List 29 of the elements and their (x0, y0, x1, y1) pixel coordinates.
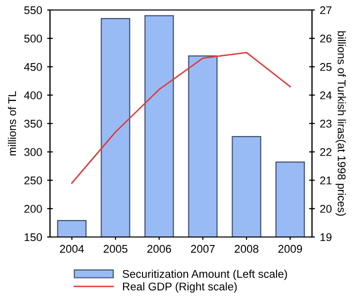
y2-tick-label: 19 (320, 233, 332, 242)
y-tick-label: 250 (24, 176, 42, 184)
y-tick-label: 350 (24, 120, 42, 128)
y-tick-label: 200 (24, 204, 42, 213)
y2-tick-label: 21 (320, 176, 332, 184)
y2-tick-label: 26 (320, 34, 332, 43)
y2-tick-label: 24 (320, 91, 332, 100)
y2-tick-label: 25 (320, 63, 332, 71)
y-tick-label: 300 (24, 148, 42, 156)
y2-tick-label: 27 (320, 6, 332, 14)
y-tick-label: 500 (24, 34, 42, 43)
legend-label: Securitization Amount (Left scale) (122, 270, 287, 280)
x-tick-label: 2004 (60, 244, 84, 253)
y-tick-label: 550 (24, 6, 42, 14)
y2-tick-label: 20 (320, 204, 332, 213)
x-tick-label: 2008 (234, 244, 258, 253)
x-tick-label: 2009 (278, 244, 302, 253)
y-tick-label: 400 (24, 91, 42, 100)
legend-label: Real GDP (Right scale) (123, 282, 237, 293)
x-tick-label: 2007 (191, 244, 215, 253)
x-tick-label: 2006 (147, 244, 172, 253)
line-series (71, 52, 291, 184)
y2-tick-label: 23 (320, 120, 332, 128)
y-tick-label: 150 (24, 233, 42, 242)
y2-axis-title: billions of Turkish liras(at 1998 prices) (336, 31, 346, 216)
y2-tick-label: 22 (320, 148, 332, 156)
x-tick-label: 2005 (104, 244, 128, 253)
y-tick-label: 450 (24, 63, 42, 71)
y-axis-title: millions of TL (8, 91, 16, 156)
